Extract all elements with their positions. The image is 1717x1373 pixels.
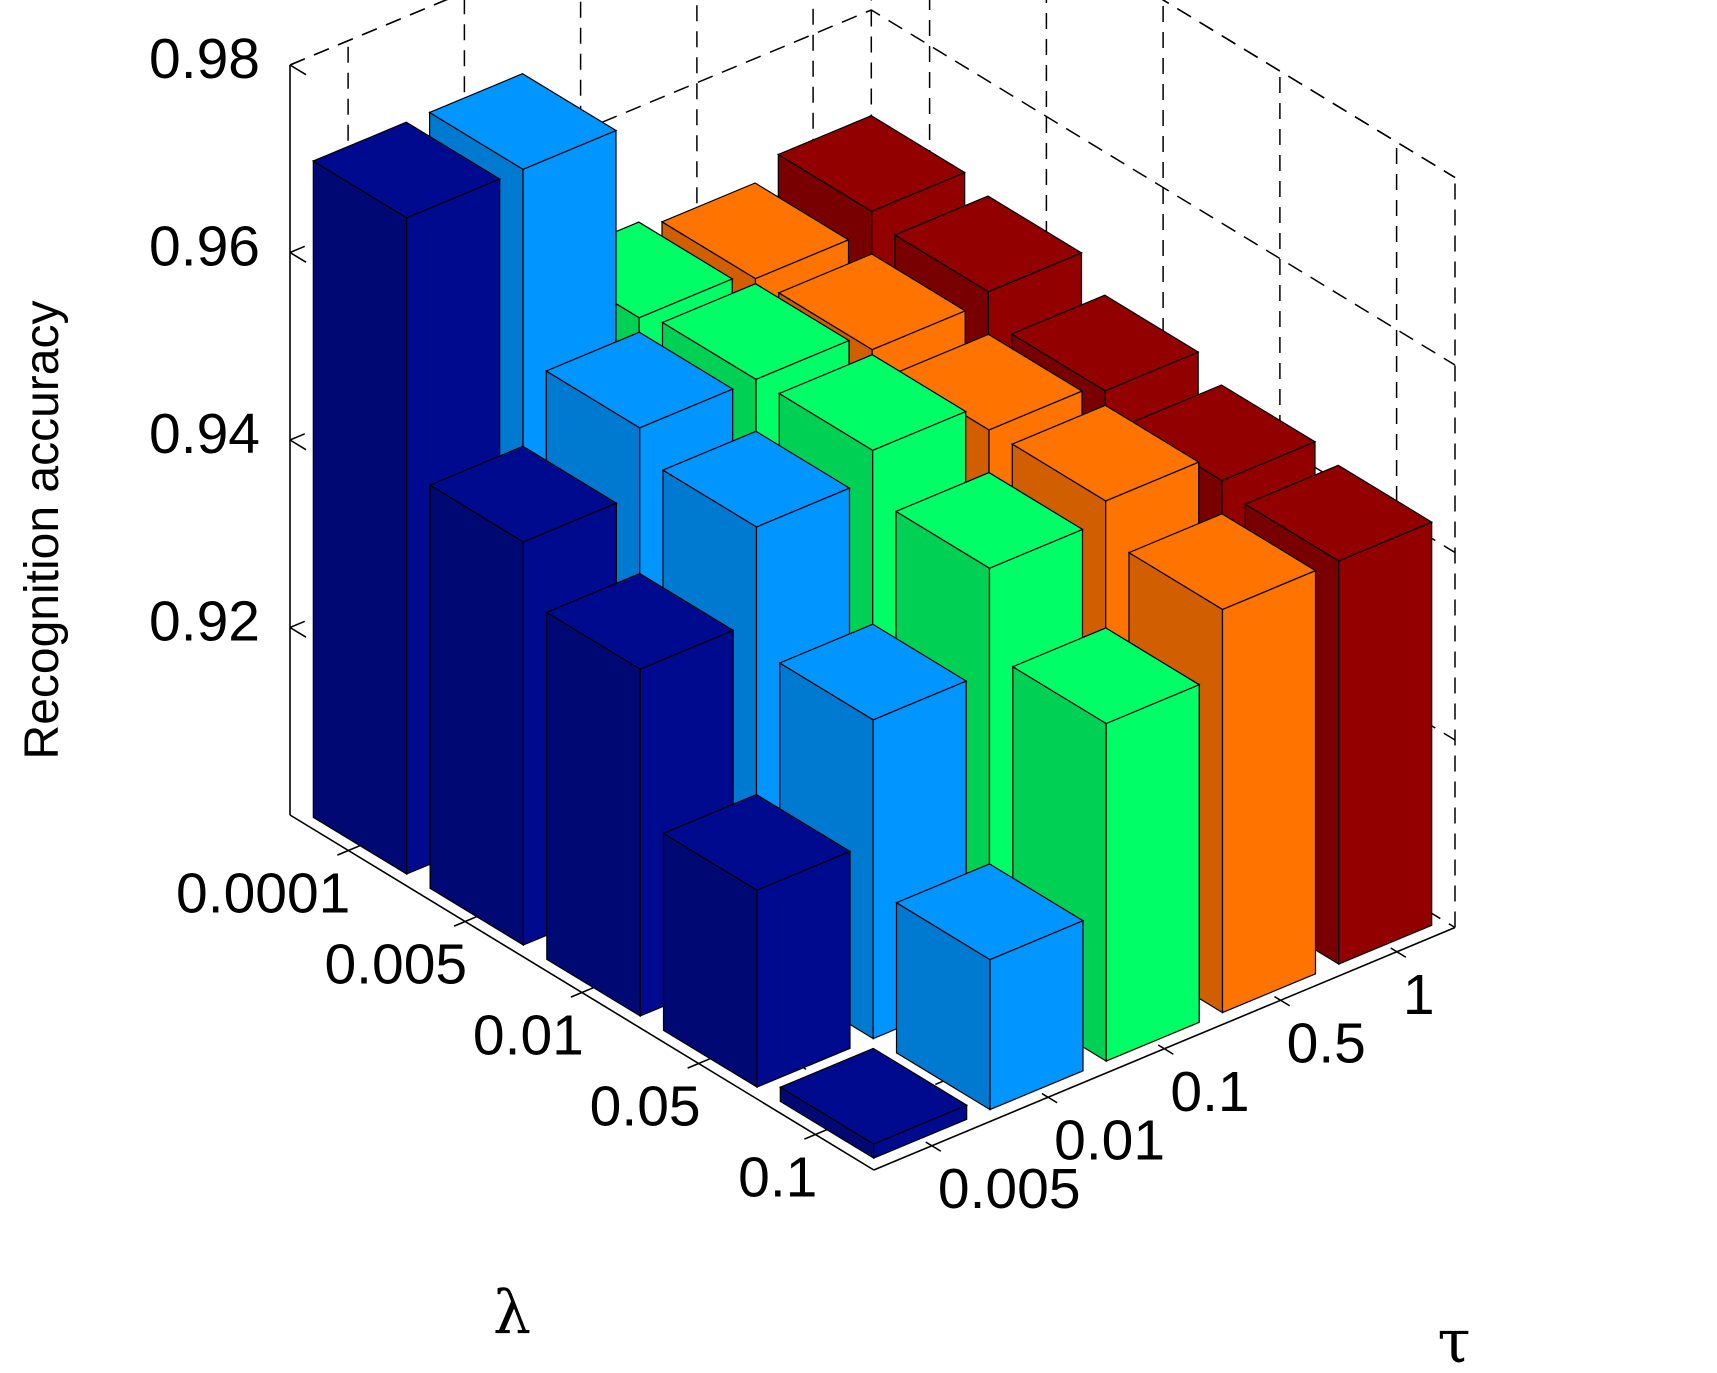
x-tick-3 bbox=[687, 1062, 699, 1069]
bar-top-face bbox=[428, 445, 618, 543]
bar-left-face bbox=[429, 484, 525, 947]
z-tick-3 bbox=[289, 64, 307, 76]
bar-top-face bbox=[778, 1047, 969, 1145]
bar-top-face bbox=[1010, 294, 1200, 392]
z-tick-label-0: 0.92 bbox=[149, 590, 260, 654]
z-axis-title: Recognition accuracy bbox=[16, 301, 69, 760]
x-tick-1 bbox=[453, 920, 466, 927]
x-tick-label-1: 0.005 bbox=[324, 933, 467, 997]
bar-front-face bbox=[1338, 521, 1433, 966]
x-tick-label-3: 0.05 bbox=[590, 1075, 701, 1139]
y-tick-label-4: 1 bbox=[1403, 963, 1435, 1027]
y-tick-1 bbox=[1047, 1096, 1058, 1104]
x-tick-0 bbox=[337, 849, 349, 856]
bar-top-face bbox=[1011, 627, 1201, 725]
bar-top-face bbox=[311, 121, 502, 219]
bar-top-face bbox=[777, 253, 967, 351]
y-tick-2 bbox=[1163, 1048, 1174, 1055]
z-tick-label-2: 0.96 bbox=[149, 215, 260, 279]
bar-top-face bbox=[776, 115, 967, 212]
y-axis-title: τ bbox=[1437, 1307, 1470, 1373]
bar-top-face bbox=[660, 182, 850, 280]
y-tick-label-0: 0.005 bbox=[938, 1157, 1081, 1221]
bar-left-face bbox=[546, 611, 641, 1018]
y-tick-label-1: 0.01 bbox=[1054, 1108, 1165, 1172]
bar-top-face bbox=[895, 863, 1085, 961]
bar-0.05-0.005 bbox=[662, 793, 852, 1089]
x-tick-label-2: 0.01 bbox=[473, 1004, 584, 1068]
z-tick-label-1: 0.94 bbox=[149, 402, 260, 466]
bar-top-face bbox=[545, 572, 735, 670]
bar-left-face bbox=[312, 159, 408, 876]
bar-top-face bbox=[544, 331, 735, 429]
x-axis-line bbox=[289, 814, 875, 1171]
bar-layer bbox=[311, 73, 1434, 1160]
x-tick-label-0: 0.0001 bbox=[176, 862, 350, 926]
bar-top-face bbox=[894, 471, 1084, 569]
y-tick-label-2: 0.1 bbox=[1170, 1060, 1249, 1124]
bar-front-face bbox=[1221, 569, 1317, 1014]
bar-top-face bbox=[777, 354, 968, 451]
z-tick-0 bbox=[289, 626, 307, 638]
y-tick-label-3: 0.5 bbox=[1287, 1011, 1366, 1075]
x-tick-label-4: 0.1 bbox=[738, 1146, 817, 1210]
y-tick-0 bbox=[931, 1145, 942, 1152]
bar-top-face bbox=[661, 283, 851, 380]
bar-top-face bbox=[1127, 513, 1317, 611]
z-tick-label-3: 0.98 bbox=[149, 27, 260, 91]
bar-top-face bbox=[1243, 464, 1434, 562]
bar-top-face bbox=[428, 73, 618, 170]
x-tick-2 bbox=[570, 991, 583, 998]
bar-top-face bbox=[778, 623, 968, 721]
z-tick-2 bbox=[289, 251, 307, 263]
x-tick-4 bbox=[804, 1133, 816, 1140]
bar-top-face bbox=[1010, 404, 1201, 502]
z-tick-1 bbox=[289, 439, 307, 451]
y-tick-3 bbox=[1280, 999, 1291, 1007]
bar-0.1-0.01 bbox=[895, 863, 1085, 1111]
label-layer: Recognition accuracy λ τ 0.92 0.94 0.96 0.9… bbox=[16, 27, 1471, 1373]
bar-front-face bbox=[756, 850, 851, 1089]
bar-front-face bbox=[1105, 683, 1200, 1063]
bar-0.1-0.005 bbox=[778, 1047, 969, 1160]
y-tick-4 bbox=[1396, 951, 1407, 958]
x-axis-title: λ bbox=[493, 1278, 531, 1348]
axis-layer bbox=[289, 64, 1456, 1171]
bar-top-face bbox=[661, 430, 851, 528]
bar-top-face bbox=[893, 195, 1083, 293]
bar-top-face bbox=[662, 793, 852, 891]
